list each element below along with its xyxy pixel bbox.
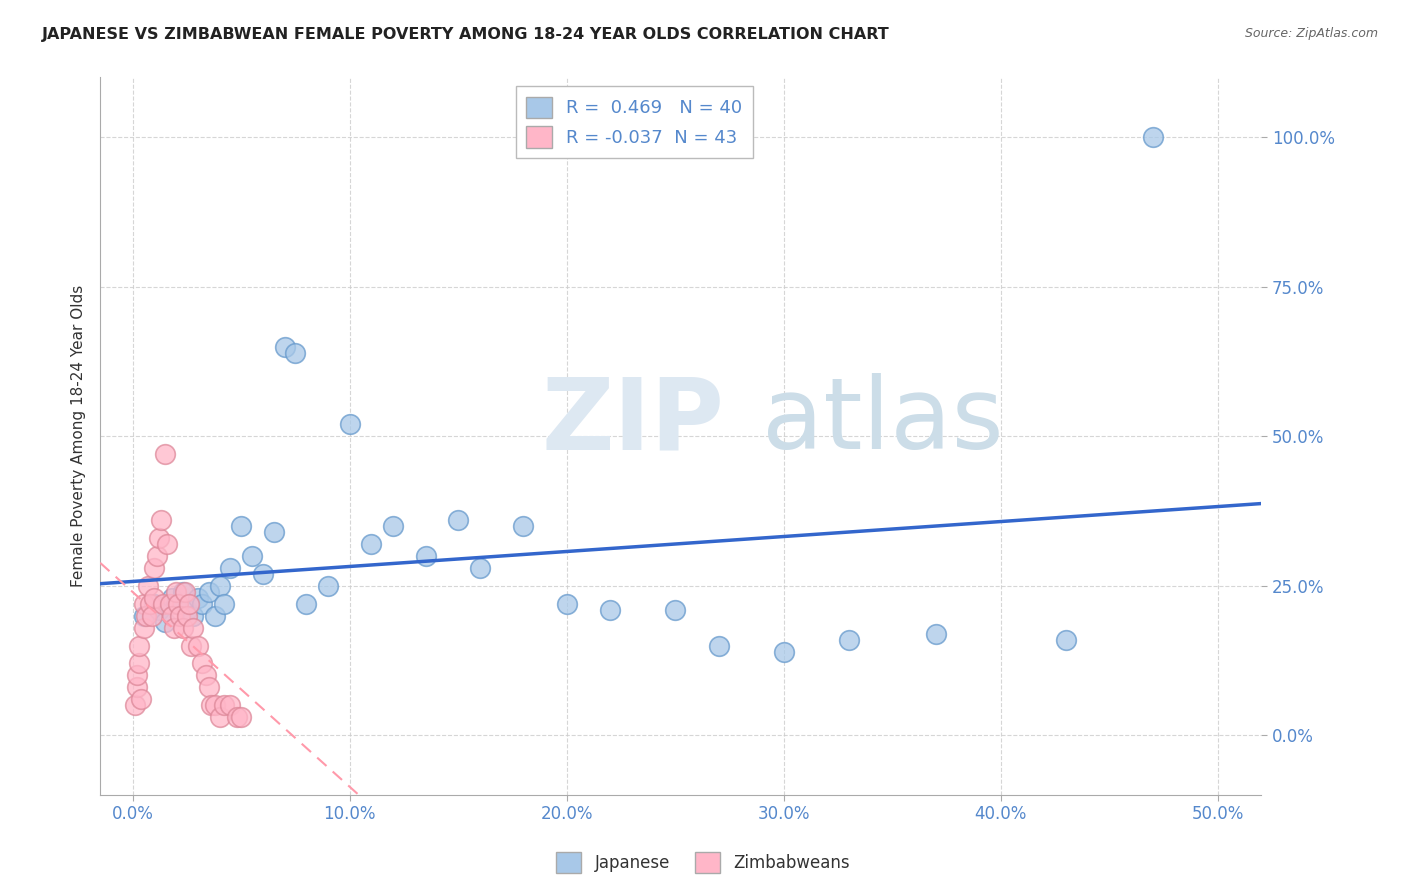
Point — [664, 602, 686, 616]
Point — [132, 608, 155, 623]
Legend: Japanese, Zimbabweans: Japanese, Zimbabweans — [550, 846, 856, 880]
Point — [219, 698, 242, 713]
Point — [165, 584, 187, 599]
Text: Source: ZipAtlas.com: Source: ZipAtlas.com — [1244, 27, 1378, 40]
Point — [187, 639, 209, 653]
Point — [772, 644, 794, 658]
Text: atlas: atlas — [762, 374, 1004, 470]
Point — [167, 597, 190, 611]
Point — [128, 657, 150, 671]
Point — [231, 519, 253, 533]
Point — [143, 597, 166, 611]
Point — [172, 584, 194, 599]
Point — [415, 549, 437, 563]
Point — [339, 417, 361, 432]
Point — [316, 579, 339, 593]
Point — [447, 513, 470, 527]
Point — [136, 579, 159, 593]
Point — [1142, 130, 1164, 145]
Point — [382, 519, 405, 533]
Point — [176, 608, 198, 623]
Point — [838, 632, 860, 647]
Point — [212, 698, 235, 713]
Point — [208, 710, 231, 724]
Point — [143, 591, 166, 605]
Point — [163, 621, 186, 635]
Point — [197, 584, 219, 599]
Legend: R =  0.469   N = 40, R = -0.037  N = 43: R = 0.469 N = 40, R = -0.037 N = 43 — [516, 87, 752, 158]
Point — [273, 340, 295, 354]
Point — [155, 447, 177, 461]
Point — [141, 608, 163, 623]
Point — [172, 621, 194, 635]
Point — [148, 531, 170, 545]
Point — [707, 639, 730, 653]
Point — [179, 597, 201, 611]
Point — [143, 561, 166, 575]
Point — [200, 698, 222, 713]
Point — [160, 608, 183, 623]
Point — [468, 561, 491, 575]
Point — [173, 584, 195, 599]
Point — [176, 602, 198, 616]
Point — [263, 524, 285, 539]
Point — [131, 692, 153, 706]
Point — [555, 597, 578, 611]
Point — [152, 597, 174, 611]
Point — [148, 602, 170, 616]
Point — [125, 668, 148, 682]
Point — [180, 639, 202, 653]
Point — [295, 597, 318, 611]
Point — [284, 345, 307, 359]
Point — [165, 597, 187, 611]
Point — [132, 621, 155, 635]
Point — [925, 626, 948, 640]
Point — [156, 537, 179, 551]
Point — [125, 681, 148, 695]
Point — [191, 657, 214, 671]
Point — [512, 519, 534, 533]
Point — [219, 561, 242, 575]
Point — [240, 549, 263, 563]
Point — [132, 597, 155, 611]
Point — [149, 513, 172, 527]
Point — [197, 681, 219, 695]
Point — [124, 698, 146, 713]
Point — [204, 608, 226, 623]
Point — [252, 566, 274, 581]
Text: JAPANESE VS ZIMBABWEAN FEMALE POVERTY AMONG 18-24 YEAR OLDS CORRELATION CHART: JAPANESE VS ZIMBABWEAN FEMALE POVERTY AM… — [42, 27, 890, 42]
Y-axis label: Female Poverty Among 18-24 Year Olds: Female Poverty Among 18-24 Year Olds — [72, 285, 86, 587]
Point — [204, 698, 226, 713]
Point — [159, 597, 181, 611]
Point — [195, 668, 218, 682]
Point — [208, 579, 231, 593]
Point — [187, 591, 209, 605]
Point — [1054, 632, 1077, 647]
Point — [183, 621, 205, 635]
Point — [183, 608, 205, 623]
Point — [155, 615, 177, 629]
Point — [145, 549, 167, 563]
Point — [599, 602, 621, 616]
Point — [128, 639, 150, 653]
Point — [169, 608, 191, 623]
Point — [212, 597, 235, 611]
Point — [360, 537, 382, 551]
Text: ZIP: ZIP — [541, 374, 724, 470]
Point — [139, 597, 162, 611]
Point — [135, 608, 157, 623]
Point — [231, 710, 253, 724]
Point — [160, 591, 183, 605]
Point — [225, 710, 247, 724]
Point — [191, 597, 214, 611]
